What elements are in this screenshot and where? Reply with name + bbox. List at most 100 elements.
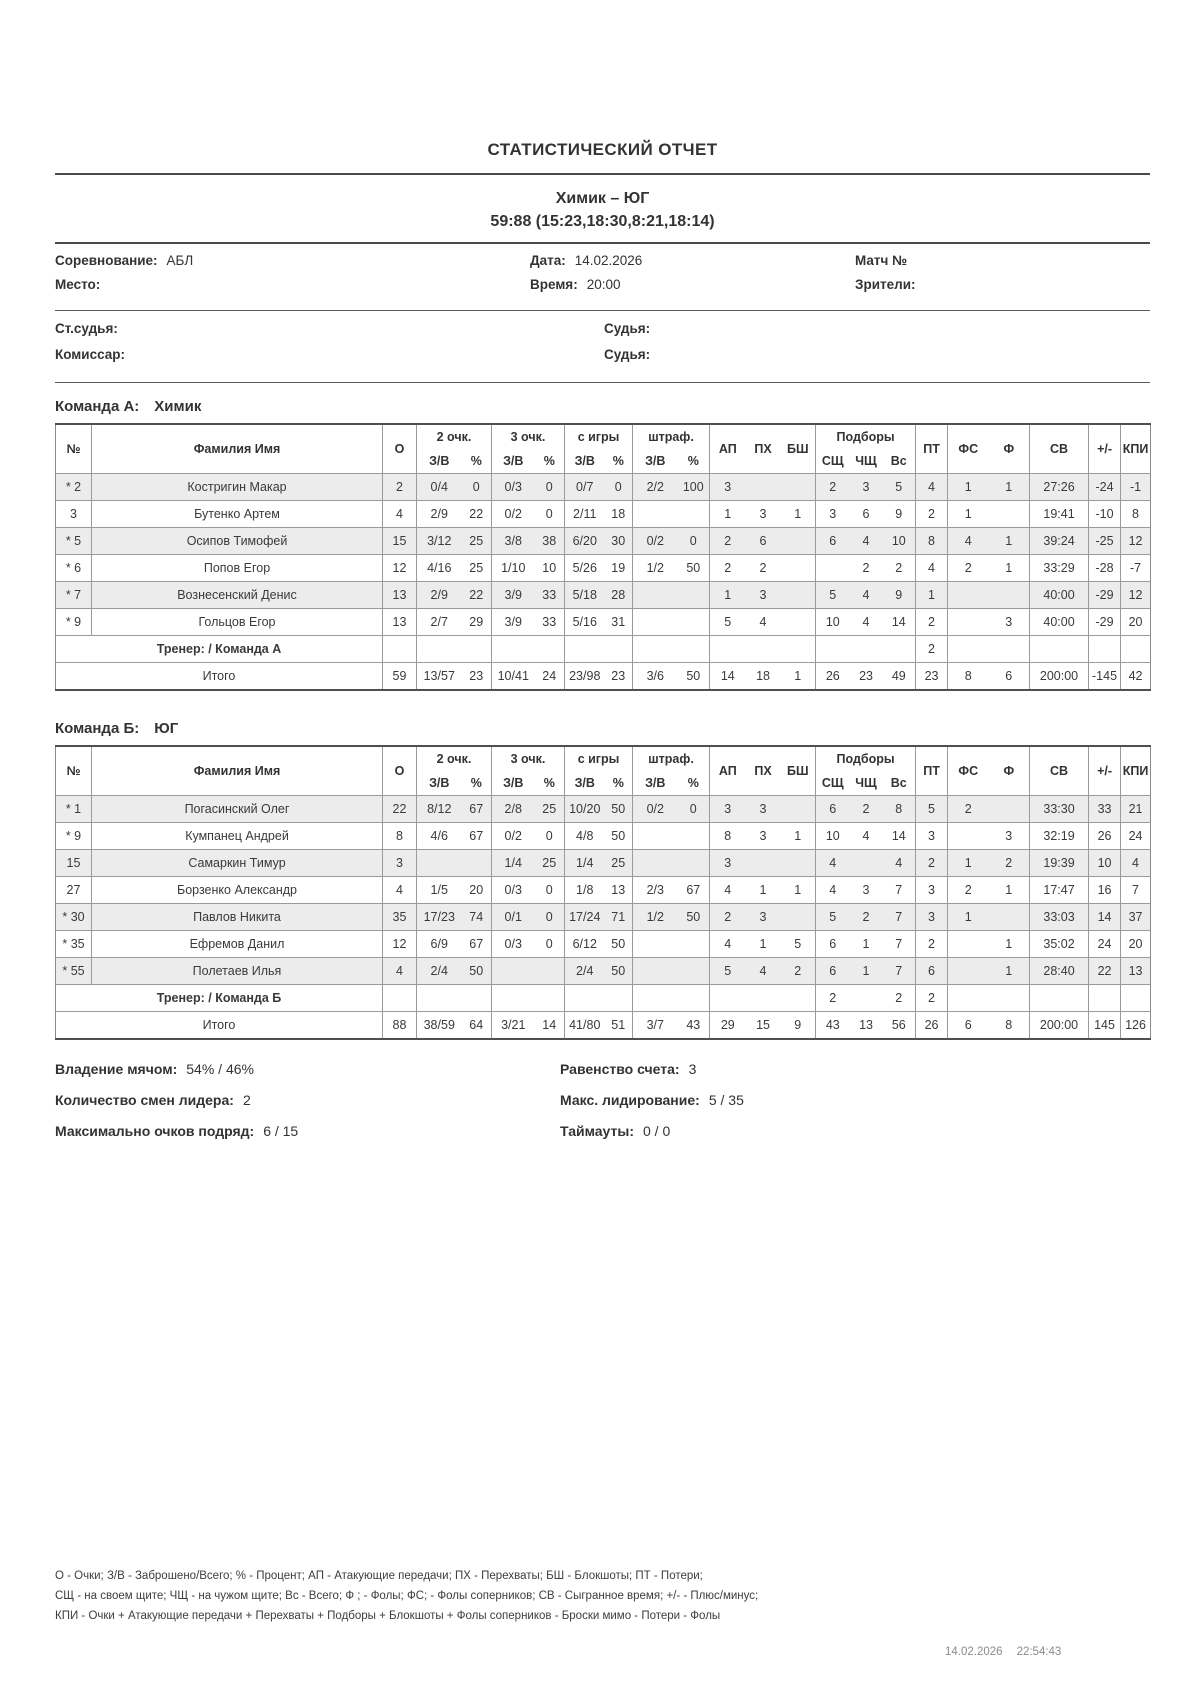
stat-cell-px: 2: [745, 554, 781, 582]
stat-cell-pm: 22: [1088, 957, 1121, 985]
stat-cell-pm: 16: [1088, 876, 1121, 904]
stat-cell-pm: -29: [1088, 581, 1121, 609]
subcol-def-rebounds: ЧЩ: [855, 776, 877, 790]
stat-cell-r1: 6: [815, 795, 850, 823]
chief-referee-label: Ст.судья:: [55, 321, 118, 336]
stat-cell-o: 35: [382, 903, 417, 931]
player-name-cell: Попов Егор: [91, 554, 383, 582]
stat-cell-kpi: [1120, 635, 1151, 663]
stat-cell-fs: 4: [947, 527, 989, 555]
stat-cell-time: 32:19: [1029, 822, 1089, 850]
stat-cell-ap: 4: [709, 930, 746, 958]
stat-cell-p2p: 67: [461, 822, 492, 850]
venue-label: Место:: [55, 277, 101, 292]
stat-cell-r3: 14: [882, 822, 916, 850]
possession-field: Владение мячом: 54% / 46%: [55, 1061, 560, 1077]
commissioner-label: Комиссар:: [55, 347, 126, 362]
max-run-value: 6 / 15: [263, 1123, 299, 1139]
stat-cell-r3: 7: [882, 903, 916, 931]
stat-cell-to: 6: [915, 957, 948, 985]
stat-cell-bs: [780, 903, 816, 931]
subcol-percent: %: [687, 454, 699, 468]
time-field: Время: 20:00: [530, 277, 855, 292]
subcol-def-rebounds: ЧЩ: [855, 454, 877, 468]
stat-cell-kpi: 8: [1120, 500, 1151, 528]
subcol-made-attempted: З/В: [632, 771, 678, 796]
stat-cell-f: 1: [988, 473, 1030, 501]
stat-cell-fg: 6/12: [564, 930, 605, 958]
stat-cell-kpi: 12: [1120, 581, 1151, 609]
player-name-cell: Кумпанец Андрей: [91, 822, 383, 850]
stat-cell-f: 1: [988, 876, 1030, 904]
stat-cell-time: 28:40: [1029, 957, 1089, 985]
stat-cell-p2: 4/6: [416, 822, 462, 850]
stat-cell-fgp: [604, 984, 633, 1012]
stat-cell-ftp: 67: [677, 876, 710, 904]
player-number-cell: * 1: [55, 795, 92, 823]
player-number-cell: * 6: [55, 554, 92, 582]
stat-cell-ap: 8: [709, 822, 746, 850]
stat-cell-fgp: 19: [604, 554, 633, 582]
stat-cell-ftp: 50: [677, 903, 710, 931]
stat-cell-fs: 2: [947, 876, 989, 904]
stat-cell-bs: [780, 849, 816, 877]
stat-cell-ftp: 100: [677, 473, 710, 501]
stat-cell-kpi: 13: [1120, 957, 1151, 985]
stat-cell-r1: 4: [815, 876, 850, 904]
stat-cell-to: 26: [915, 1011, 948, 1039]
stat-cell-p3p: 25: [534, 849, 565, 877]
stat-cell-p2p: 67: [461, 930, 492, 958]
player-number-cell: 3: [55, 500, 92, 528]
stat-cell-px: 15: [745, 1011, 781, 1039]
stat-cell-ft: 1/2: [632, 903, 678, 931]
stat-cell-px: [745, 984, 781, 1012]
stat-cell-ftp: [677, 957, 710, 985]
stat-cell-ap: 2: [709, 903, 746, 931]
stat-cell-p3: 0/3: [491, 876, 535, 904]
col-rebounds: Подборы: [815, 746, 916, 771]
stat-cell-r2: 1: [849, 957, 883, 985]
competition-value: АБЛ: [166, 253, 194, 268]
competition-field: Соревнование: АБЛ: [55, 253, 530, 268]
stat-cell-p3: 0/2: [491, 500, 535, 528]
player-name-cell: Полетаев Илья: [91, 957, 383, 985]
lead-changes-field: Количество смен лидера: 2: [55, 1092, 560, 1108]
timeouts-field: Таймауты: 0 / 0: [560, 1123, 1150, 1139]
stat-cell-r3: 7: [882, 930, 916, 958]
stat-cell-r3: 4: [882, 849, 916, 877]
player-row: * 35 Ефремов Данил 12 6/9 67 0/3 0 6/12 50 4 1 5 6 1 7…: [55, 930, 1151, 958]
col-3pt: 3 очк.: [491, 424, 565, 449]
player-name-cell: Бутенко Артем: [91, 500, 383, 528]
col-fouls: Ф: [1003, 764, 1015, 778]
stat-cell-kpi: 37: [1120, 903, 1151, 931]
time-value: 20:00: [586, 277, 621, 292]
subcol-made-attempted: З/В: [416, 771, 462, 796]
ties-label: Равенство счета:: [560, 1061, 680, 1077]
stat-cell-bs: 1: [780, 876, 816, 904]
stat-cell-bs: 1: [780, 500, 816, 528]
stat-cell-p2: 17/23: [416, 903, 462, 931]
stat-cell-ft: [632, 608, 678, 636]
stat-cell-p2: 2/7: [416, 608, 462, 636]
stat-cell-p2p: [461, 984, 492, 1012]
stat-cell-kpi: 4: [1120, 849, 1151, 877]
stat-cell-f: 1: [988, 554, 1030, 582]
stat-cell-ftp: [677, 822, 710, 850]
stat-cell-to: 2: [915, 635, 948, 663]
stat-cell-pm: 33: [1088, 795, 1121, 823]
stat-cell-p2: [416, 984, 462, 1012]
stat-cell-p2: [416, 849, 462, 877]
competition-label: Соревнование:: [55, 253, 158, 268]
stat-cell-f: 6: [988, 662, 1030, 690]
stat-cell-px: [745, 473, 781, 501]
stat-cell-fs: 1: [947, 903, 989, 931]
player-number-cell: 27: [55, 876, 92, 904]
subcol-made-attempted: З/В: [491, 771, 535, 796]
stat-cell-fgp: 28: [604, 581, 633, 609]
col-assists: АП: [709, 746, 746, 796]
stat-cell-p2p: [461, 635, 492, 663]
stat-cell-p2: 0/4: [416, 473, 462, 501]
stat-cell-p2: 2/9: [416, 581, 462, 609]
stat-cell-fgp: 50: [604, 957, 633, 985]
referee1-field: Судья:: [604, 321, 1150, 336]
